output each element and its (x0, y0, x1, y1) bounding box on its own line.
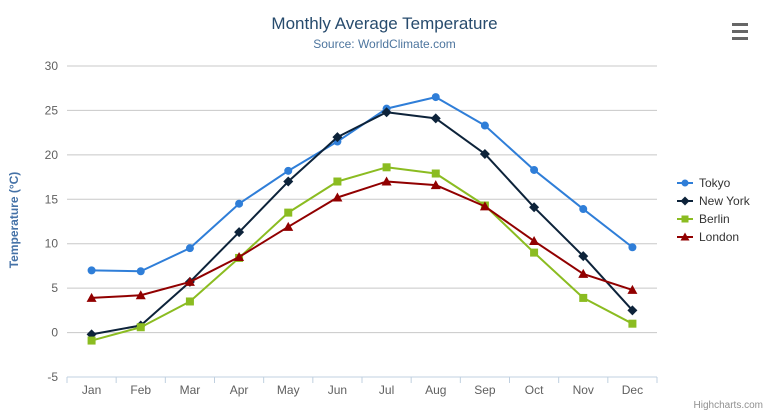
legend-label: New York (699, 194, 750, 208)
x-axis-label: Feb (130, 383, 151, 397)
y-axis-label: 30 (45, 59, 59, 73)
marker-new-york-jul[interactable] (381, 107, 392, 118)
series-line-berlin[interactable] (90, 166, 634, 342)
marker-tokyo-feb[interactable] (136, 267, 145, 276)
marker-berlin-jul[interactable] (382, 163, 391, 172)
marker-london-jun[interactable] (332, 192, 343, 202)
marker-london-apr[interactable] (234, 252, 245, 262)
y-axis-label: 0 (51, 326, 58, 340)
marker-new-york-nov[interactable] (578, 251, 589, 262)
marker-london-feb[interactable] (135, 290, 146, 300)
legend-label: London (699, 230, 740, 244)
diamond-series-icon (677, 196, 693, 206)
marker-new-york-aug[interactable] (430, 113, 441, 124)
x-axis-label: Jul (379, 383, 394, 397)
marker-tokyo-may[interactable] (284, 166, 293, 175)
x-axis-label: Dec (622, 383, 643, 397)
marker-london-nov[interactable] (578, 268, 589, 278)
y-axis-label: -5 (47, 370, 58, 384)
chart-subtitle: Source: WorldClimate.com (313, 37, 456, 51)
x-axis-label: Jan (82, 383, 101, 397)
x-axis-label: Sep (474, 383, 496, 397)
marker-london-mar[interactable] (184, 276, 195, 286)
marker-new-york-sep[interactable] (479, 148, 490, 159)
marker-london-oct[interactable] (529, 236, 540, 246)
legend-item-london[interactable]: London (676, 230, 750, 244)
marker-tokyo-dec[interactable] (628, 243, 637, 252)
legend-label: Berlin (699, 212, 730, 226)
marker-tokyo-sep[interactable] (480, 121, 489, 130)
credits-link[interactable]: Highcharts.com (693, 400, 763, 411)
square-series-icon (677, 215, 693, 223)
series-line-new-york[interactable] (90, 111, 634, 336)
y-axis-label: 15 (45, 192, 59, 206)
marker-berlin-aug[interactable] (431, 169, 440, 178)
y-axis-label: 10 (45, 237, 59, 251)
legend-label: Tokyo (699, 176, 731, 190)
x-axis-label: Mar (180, 383, 201, 397)
y-axis-label: 5 (51, 281, 58, 295)
triangle-series-icon (677, 232, 693, 241)
x-axis-label: Apr (230, 383, 249, 397)
marker-london-jan[interactable] (86, 292, 97, 302)
marker-tokyo-oct[interactable] (530, 165, 539, 174)
marker-tokyo-apr[interactable] (235, 199, 244, 208)
legend-item-berlin[interactable]: Berlin (676, 212, 750, 226)
marker-tokyo-jan[interactable] (87, 266, 96, 275)
legend: Tokyo New York Berlin London (676, 176, 750, 244)
marker-berlin-jan[interactable] (87, 336, 96, 345)
marker-london-jul[interactable] (381, 176, 392, 186)
marker-berlin-dec[interactable] (628, 319, 637, 328)
series-line-london[interactable] (90, 180, 634, 299)
marker-new-york-dec[interactable] (627, 305, 638, 316)
marker-new-york-jun[interactable] (332, 132, 343, 143)
export-menu-button[interactable] (730, 20, 750, 42)
marker-berlin-oct[interactable] (530, 248, 539, 257)
hamburger-menu-icon (732, 22, 748, 26)
y-axis-title: Temperature (°C) (7, 171, 21, 269)
legend-item-tokyo[interactable]: Tokyo (676, 176, 750, 190)
marker-new-york-may[interactable] (283, 176, 294, 187)
hamburger-menu-icon (732, 36, 748, 40)
series-line-tokyo[interactable] (90, 96, 634, 273)
marker-tokyo-mar[interactable] (185, 244, 194, 253)
x-axis-label: Oct (525, 383, 544, 397)
y-axis-label: 20 (45, 148, 59, 162)
marker-tokyo-nov[interactable] (579, 205, 588, 214)
x-axis-label: May (277, 383, 300, 397)
legend-item-new-york[interactable]: New York (676, 194, 750, 208)
x-axis-label: Jun (328, 383, 347, 397)
marker-london-sep[interactable] (479, 201, 490, 211)
marker-berlin-feb[interactable] (136, 323, 145, 332)
marker-berlin-jun[interactable] (333, 177, 342, 186)
chart-title: Monthly Average Temperature (271, 14, 498, 33)
x-axis-label: Aug (425, 383, 446, 397)
marker-london-aug[interactable] (430, 180, 441, 190)
hamburger-menu-icon (732, 29, 748, 33)
marker-london-dec[interactable] (627, 284, 638, 294)
marker-berlin-mar[interactable] (185, 297, 194, 306)
circle-series-icon (677, 179, 693, 187)
marker-new-york-oct[interactable] (529, 202, 540, 213)
marker-berlin-may[interactable] (284, 208, 293, 217)
y-axis-label: 25 (45, 103, 59, 117)
marker-london-may[interactable] (283, 221, 294, 231)
marker-new-york-apr[interactable] (234, 227, 245, 238)
marker-berlin-nov[interactable] (579, 293, 588, 302)
x-axis-label: Nov (573, 383, 594, 397)
marker-tokyo-aug[interactable] (431, 93, 440, 102)
